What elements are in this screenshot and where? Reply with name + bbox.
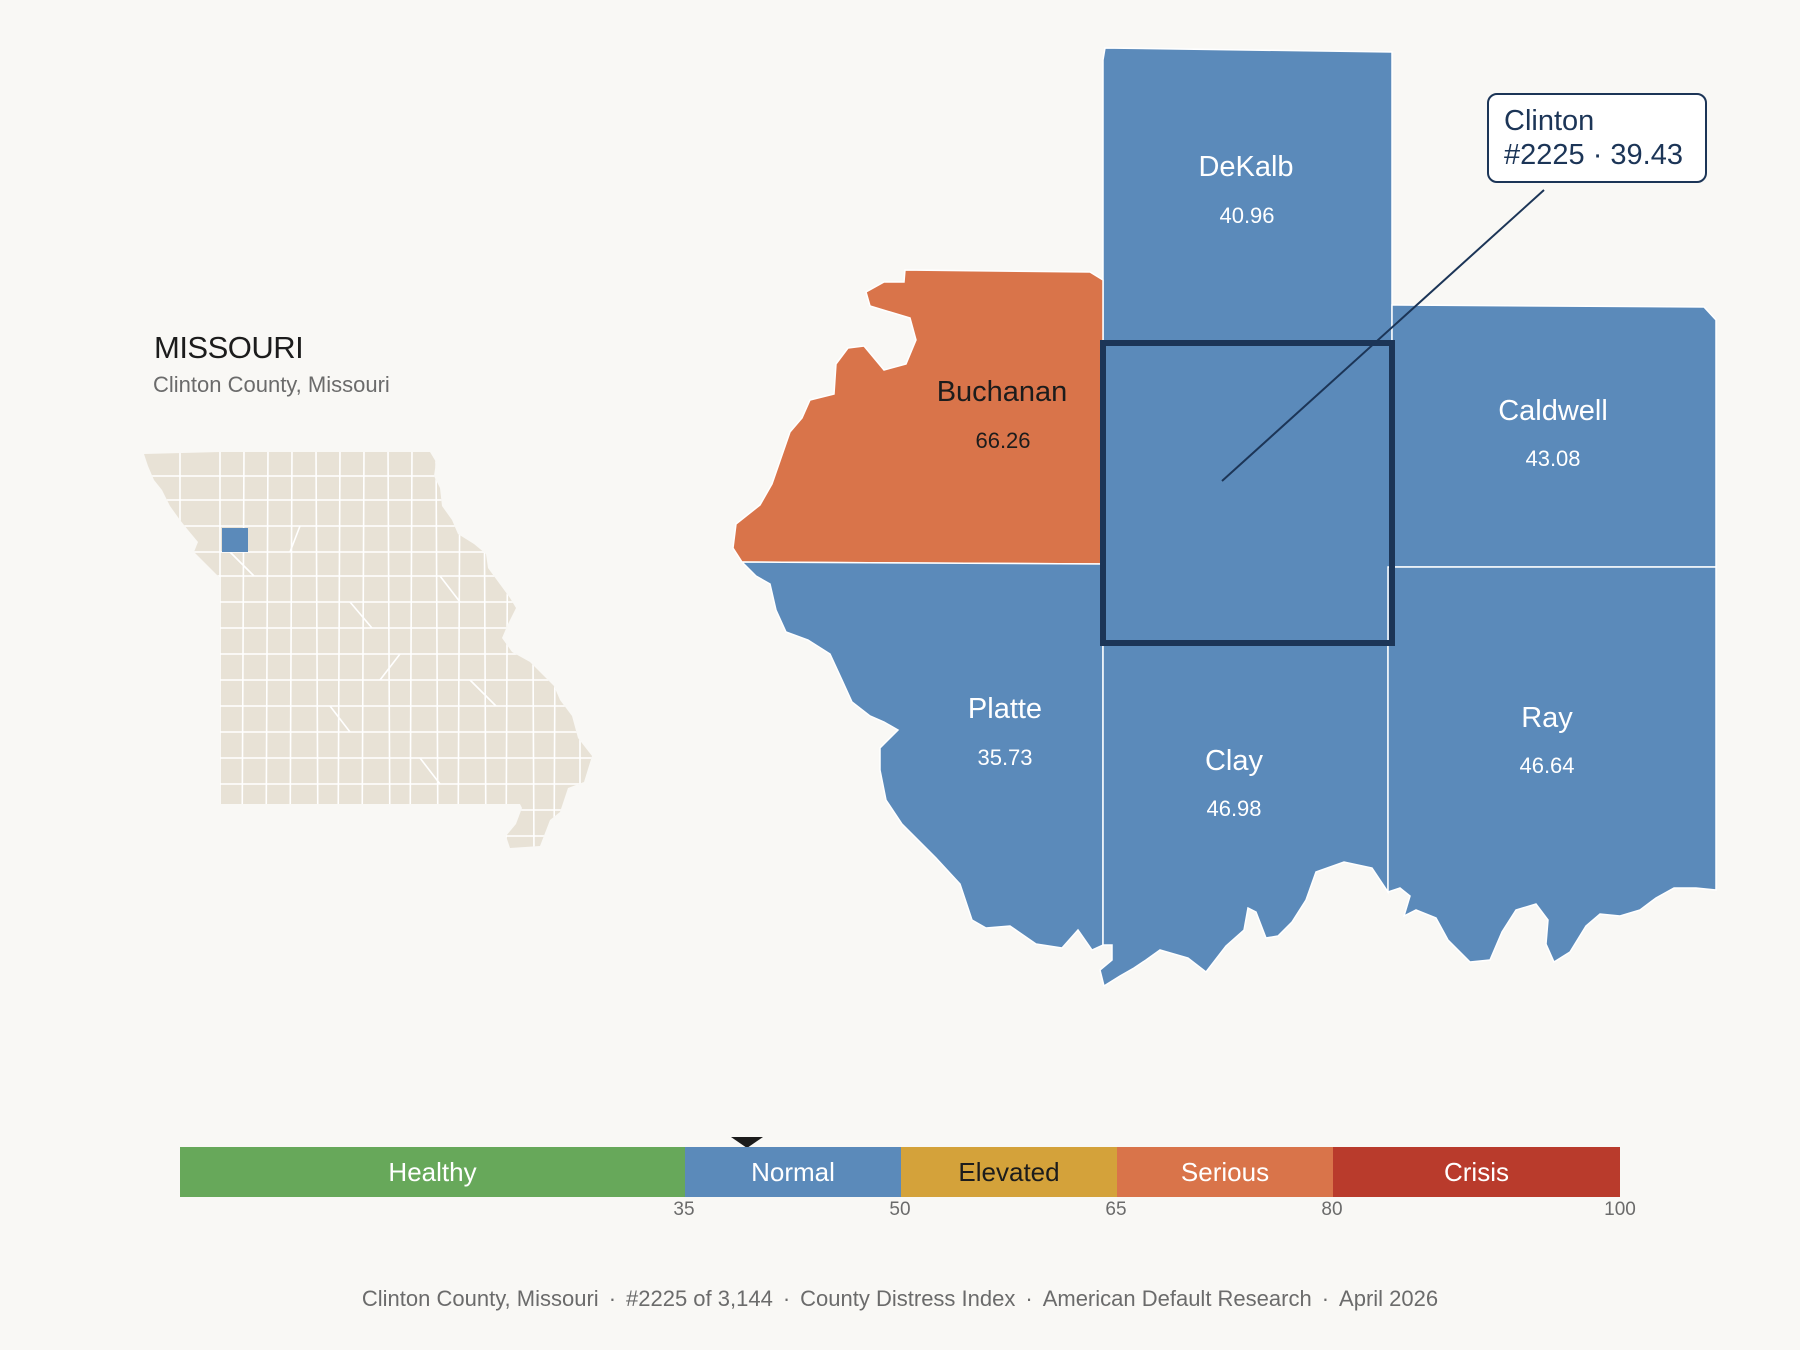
footer-separator: · <box>1321 1286 1330 1311</box>
county-label-dekalb: DeKalb <box>1198 151 1293 183</box>
footer: Clinton County, Missouri · #2225 of 3,144 ·… <box>0 1286 1800 1312</box>
legend-tick-80: 80 <box>1321 1199 1343 1220</box>
highlight-border-clinton <box>1100 340 1395 646</box>
footer-source: American Default Research <box>1042 1286 1312 1311</box>
county-label-buchanan: Buchanan <box>937 376 1068 408</box>
county-label-platte: Platte <box>968 693 1042 725</box>
footer-rank: #2225 of 3,144 <box>626 1286 773 1311</box>
county-label-caldwell: Caldwell <box>1498 395 1608 427</box>
footer-separator: · <box>608 1286 617 1311</box>
county-ray[interactable] <box>1387 566 1717 964</box>
legend-tick-50: 50 <box>889 1199 911 1220</box>
county-clinton[interactable] <box>1102 342 1393 644</box>
footer-date: April 2026 <box>1339 1286 1439 1311</box>
county-value-clay: 46.98 <box>1206 796 1261 821</box>
county-platte[interactable] <box>740 561 1104 951</box>
county-clay[interactable] <box>1099 642 1389 988</box>
distress-legend: Healthy Normal Elevated Serious Crisis <box>180 1147 1620 1197</box>
legend-tick-65: 65 <box>1105 1199 1127 1220</box>
county-value-platte: 35.73 <box>977 745 1032 770</box>
county-subtitle: Clinton County, Missouri <box>153 372 390 397</box>
current-value-marker <box>731 1137 763 1148</box>
county-callout: Clinton #2225 · 39.43 <box>1487 93 1707 183</box>
callout-county-name: Clinton <box>1504 105 1595 137</box>
footer-separator: · <box>782 1286 791 1311</box>
callout-rank-value: #2225 · 39.43 <box>1504 139 1683 171</box>
county-buchanan[interactable] <box>732 269 1104 565</box>
county-label-clay: Clay <box>1205 745 1264 777</box>
county-label-ray: Ray <box>1521 702 1573 734</box>
county-dekalb[interactable] <box>1102 47 1393 344</box>
legend-segment-normal: Normal <box>685 1147 901 1197</box>
county-value-buchanan: 66.26 <box>975 428 1030 453</box>
inset-clinton-highlight <box>222 528 248 552</box>
legend-segment-elevated: Elevated <box>901 1147 1117 1197</box>
state-locator-map <box>144 452 592 848</box>
county-value-caldwell: 43.08 <box>1525 446 1580 471</box>
legend-segment-serious: Serious <box>1117 1147 1333 1197</box>
callout-leader-line <box>1221 189 1545 482</box>
legend-tick-100: 100 <box>1604 1199 1636 1220</box>
county-value-ray: 46.64 <box>1519 753 1574 778</box>
county-value-dekalb: 40.96 <box>1219 203 1274 228</box>
legend-segment-healthy: Healthy <box>180 1147 685 1197</box>
legend-tick-35: 35 <box>673 1199 695 1220</box>
footer-index: County Distress Index <box>800 1286 1016 1311</box>
footer-separator: · <box>1025 1286 1033 1311</box>
county-caldwell[interactable] <box>1391 304 1717 568</box>
legend-segment-crisis: Crisis <box>1333 1147 1620 1197</box>
state-title: MISSOURI <box>154 330 304 365</box>
footer-county: Clinton County, Missouri <box>361 1286 599 1311</box>
